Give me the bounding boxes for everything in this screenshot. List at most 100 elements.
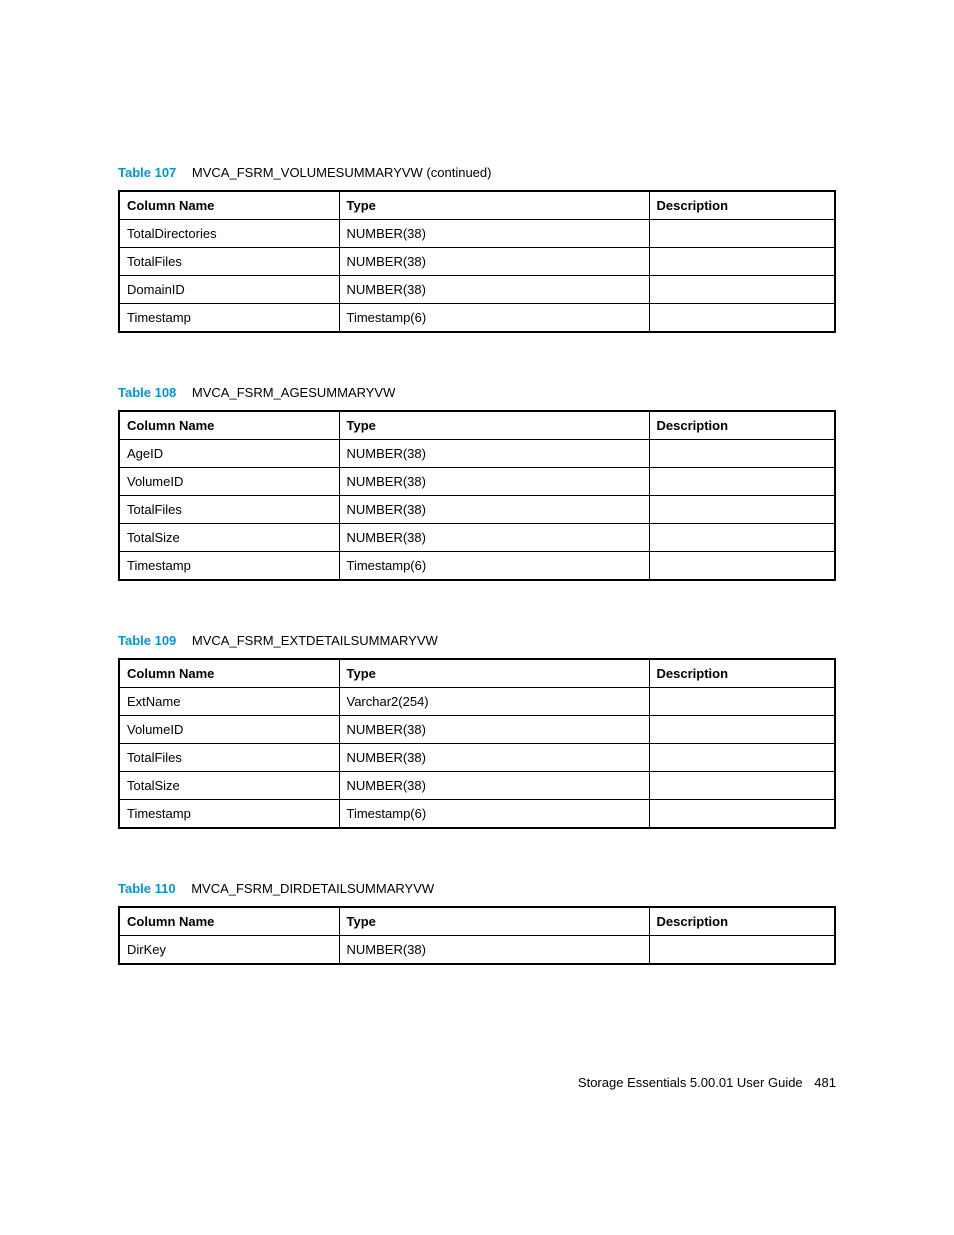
table-caption: Table 108 MVCA_FSRM_AGESUMMARYVW — [118, 385, 836, 400]
caption-label: Table 107 — [118, 165, 176, 180]
header-column-name: Column Name — [119, 191, 339, 220]
header-description: Description — [649, 191, 835, 220]
table-section-107: Table 107 MVCA_FSRM_VOLUMESUMMARYVW (con… — [118, 165, 836, 333]
cell-description — [649, 248, 835, 276]
caption-title: MVCA_FSRM_EXTDETAILSUMMARYVW — [192, 633, 438, 648]
table-caption: Table 109 MVCA_FSRM_EXTDETAILSUMMARYVW — [118, 633, 836, 648]
cell-description — [649, 744, 835, 772]
page-content: Table 107 MVCA_FSRM_VOLUMESUMMARYVW (con… — [0, 0, 954, 965]
cell-type: Timestamp(6) — [339, 304, 649, 333]
cell-description — [649, 688, 835, 716]
cell-type: NUMBER(38) — [339, 936, 649, 965]
cell-type: NUMBER(38) — [339, 440, 649, 468]
cell-type: NUMBER(38) — [339, 716, 649, 744]
cell-type: NUMBER(38) — [339, 248, 649, 276]
caption-title: MVCA_FSRM_AGESUMMARYVW — [192, 385, 395, 400]
cell-type: NUMBER(38) — [339, 772, 649, 800]
caption-label: Table 108 — [118, 385, 176, 400]
header-type: Type — [339, 191, 649, 220]
cell-column-name: DirKey — [119, 936, 339, 965]
header-type: Type — [339, 411, 649, 440]
table-row: AgeID NUMBER(38) — [119, 440, 835, 468]
header-type: Type — [339, 907, 649, 936]
cell-description — [649, 440, 835, 468]
header-column-name: Column Name — [119, 907, 339, 936]
header-column-name: Column Name — [119, 659, 339, 688]
table-row: DomainID NUMBER(38) — [119, 276, 835, 304]
cell-type: Timestamp(6) — [339, 552, 649, 581]
header-type: Type — [339, 659, 649, 688]
table-caption: Table 107 MVCA_FSRM_VOLUMESUMMARYVW (con… — [118, 165, 836, 180]
data-table: Column Name Type Description ExtName Var… — [118, 658, 836, 829]
cell-type: NUMBER(38) — [339, 496, 649, 524]
cell-column-name: TotalFiles — [119, 744, 339, 772]
cell-type: NUMBER(38) — [339, 744, 649, 772]
cell-column-name: Timestamp — [119, 800, 339, 829]
cell-description — [649, 800, 835, 829]
cell-column-name: TotalFiles — [119, 248, 339, 276]
table-caption: Table 110 MVCA_FSRM_DIRDETAILSUMMARYVW — [118, 881, 836, 896]
table-row: TotalDirectories NUMBER(38) — [119, 220, 835, 248]
table-row: TotalSize NUMBER(38) — [119, 524, 835, 552]
table-header-row: Column Name Type Description — [119, 191, 835, 220]
cell-column-name: AgeID — [119, 440, 339, 468]
cell-column-name: DomainID — [119, 276, 339, 304]
cell-column-name: TotalDirectories — [119, 220, 339, 248]
data-table: Column Name Type Description TotalDirect… — [118, 190, 836, 333]
table-row: Timestamp Timestamp(6) — [119, 800, 835, 829]
data-table: Column Name Type Description AgeID NUMBE… — [118, 410, 836, 581]
cell-description — [649, 304, 835, 333]
cell-description — [649, 936, 835, 965]
cell-column-name: Timestamp — [119, 552, 339, 581]
header-description: Description — [649, 907, 835, 936]
header-description: Description — [649, 659, 835, 688]
table-section-110: Table 110 MVCA_FSRM_DIRDETAILSUMMARYVW C… — [118, 881, 836, 965]
cell-description — [649, 716, 835, 744]
cell-type: Varchar2(254) — [339, 688, 649, 716]
table-row: Timestamp Timestamp(6) — [119, 552, 835, 581]
cell-column-name: TotalFiles — [119, 496, 339, 524]
cell-description — [649, 496, 835, 524]
cell-type: NUMBER(38) — [339, 276, 649, 304]
cell-description — [649, 220, 835, 248]
header-description: Description — [649, 411, 835, 440]
caption-title: MVCA_FSRM_VOLUMESUMMARYVW (continued) — [192, 165, 492, 180]
table-row: ExtName Varchar2(254) — [119, 688, 835, 716]
footer-title: Storage Essentials 5.00.01 User Guide — [578, 1075, 803, 1090]
table-row: Timestamp Timestamp(6) — [119, 304, 835, 333]
header-column-name: Column Name — [119, 411, 339, 440]
table-row: TotalFiles NUMBER(38) — [119, 744, 835, 772]
cell-description — [649, 552, 835, 581]
table-header-row: Column Name Type Description — [119, 659, 835, 688]
cell-column-name: TotalSize — [119, 524, 339, 552]
cell-type: NUMBER(38) — [339, 524, 649, 552]
data-table: Column Name Type Description DirKey NUMB… — [118, 906, 836, 965]
cell-column-name: TotalSize — [119, 772, 339, 800]
table-row: DirKey NUMBER(38) — [119, 936, 835, 965]
cell-column-name: VolumeID — [119, 716, 339, 744]
cell-description — [649, 772, 835, 800]
caption-title: MVCA_FSRM_DIRDETAILSUMMARYVW — [191, 881, 434, 896]
table-row: VolumeID NUMBER(38) — [119, 468, 835, 496]
cell-type: NUMBER(38) — [339, 468, 649, 496]
cell-column-name: VolumeID — [119, 468, 339, 496]
cell-description — [649, 524, 835, 552]
table-row: TotalFiles NUMBER(38) — [119, 248, 835, 276]
cell-description — [649, 468, 835, 496]
table-row: TotalSize NUMBER(38) — [119, 772, 835, 800]
page-footer: Storage Essentials 5.00.01 User Guide 48… — [578, 1075, 836, 1090]
footer-page-number: 481 — [814, 1075, 836, 1090]
table-row: TotalFiles NUMBER(38) — [119, 496, 835, 524]
cell-type: NUMBER(38) — [339, 220, 649, 248]
cell-type: Timestamp(6) — [339, 800, 649, 829]
table-header-row: Column Name Type Description — [119, 411, 835, 440]
cell-description — [649, 276, 835, 304]
table-header-row: Column Name Type Description — [119, 907, 835, 936]
table-section-109: Table 109 MVCA_FSRM_EXTDETAILSUMMARYVW C… — [118, 633, 836, 829]
table-section-108: Table 108 MVCA_FSRM_AGESUMMARYVW Column … — [118, 385, 836, 581]
caption-label: Table 110 — [118, 881, 176, 896]
cell-column-name: Timestamp — [119, 304, 339, 333]
caption-label: Table 109 — [118, 633, 176, 648]
cell-column-name: ExtName — [119, 688, 339, 716]
table-row: VolumeID NUMBER(38) — [119, 716, 835, 744]
